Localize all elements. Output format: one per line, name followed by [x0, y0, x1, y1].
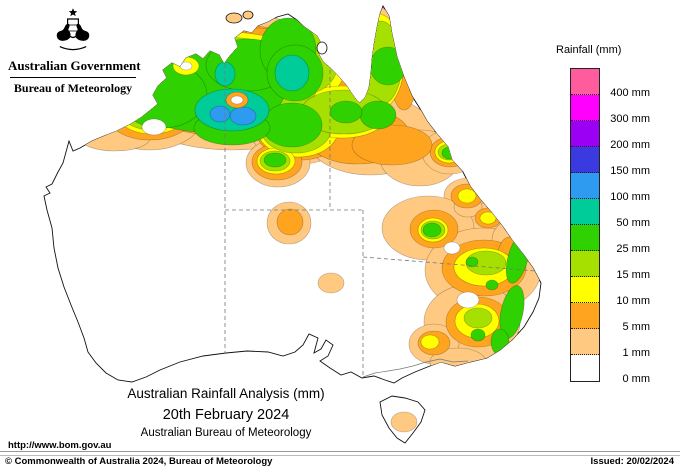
tiwi-islands: [225, 12, 243, 24]
legend-swatch-50-mm: [571, 199, 599, 225]
map-date: 20th February 2024: [162, 407, 290, 423]
legend-swatch-5-mm: [571, 303, 599, 329]
map-title: Australian Rainfall Analysis (mm): [127, 386, 325, 401]
issued-text: Issued: 20/02/2024: [590, 456, 674, 467]
legend-swatch-25-mm: [571, 225, 599, 251]
groote-eylandt: [316, 41, 328, 55]
legend-label: 50 mm: [616, 217, 650, 229]
legend-swatch-100-mm: [571, 173, 599, 199]
legend-label: 25 mm: [616, 243, 650, 255]
murray-river-border: [362, 358, 469, 378]
map-title-block: Australian Rainfall Analysis (mm) 20th F…: [76, 386, 376, 439]
rainfall-legend: Rainfall (mm) 400 mm 300 mm 200 mm 150 mm 10…: [545, 40, 675, 390]
legend-swatch-0-mm: [571, 355, 599, 381]
state-borders: [224, 64, 537, 378]
government-title: Australian Government: [8, 58, 141, 73]
legend-label: 15 mm: [616, 269, 650, 281]
bureau-title: Bureau of Meteorology: [13, 81, 133, 95]
local-minima-rings: [141, 56, 480, 309]
map-organisation: Australian Bureau of Meteorology: [140, 427, 312, 439]
islands: [225, 10, 328, 55]
legend-swatch-10-mm: [571, 277, 599, 303]
legend-label: 100 mm: [610, 191, 650, 203]
header: Australian Government Bureau of Meteorol…: [8, 6, 141, 96]
legend-label: 400 mm: [610, 87, 650, 99]
legend-swatch-300-mm: [571, 95, 599, 121]
legend-swatch-400-mm: [571, 69, 599, 95]
legend-label: 300 mm: [610, 113, 650, 125]
copyright-text: © Commonwealth of Australia 2024, Bureau…: [5, 456, 273, 467]
bom-url-text: http://www.bom.gov.au: [8, 440, 112, 451]
legend-label: 150 mm: [610, 165, 650, 177]
legend-label: 5 mm: [622, 321, 651, 333]
legend-title: Rainfall (mm): [556, 44, 622, 56]
legend-swatch-200-mm: [571, 121, 599, 147]
coat-of-arms-icon: [56, 8, 90, 51]
legend-label: 200 mm: [610, 139, 650, 151]
legend-swatch-15-mm: [571, 251, 599, 277]
legend-label: 1 mm: [622, 347, 651, 359]
legend-swatch-column: [570, 68, 600, 382]
header-divider: [10, 77, 136, 78]
legend-label: 0 mm: [622, 373, 651, 385]
legend-swatch-150-mm: [571, 147, 599, 173]
legend-label: 10 mm: [616, 295, 650, 307]
legend-label-column: 400 mm 300 mm 200 mm 150 mm 100 mm 50 mm 25 mm…: [597, 68, 650, 388]
footer-divider: [0, 451, 680, 456]
legend-swatch-1-mm: [571, 329, 599, 355]
footer-bar: © Commonwealth of Australia 2024, Bureau…: [0, 455, 680, 467]
